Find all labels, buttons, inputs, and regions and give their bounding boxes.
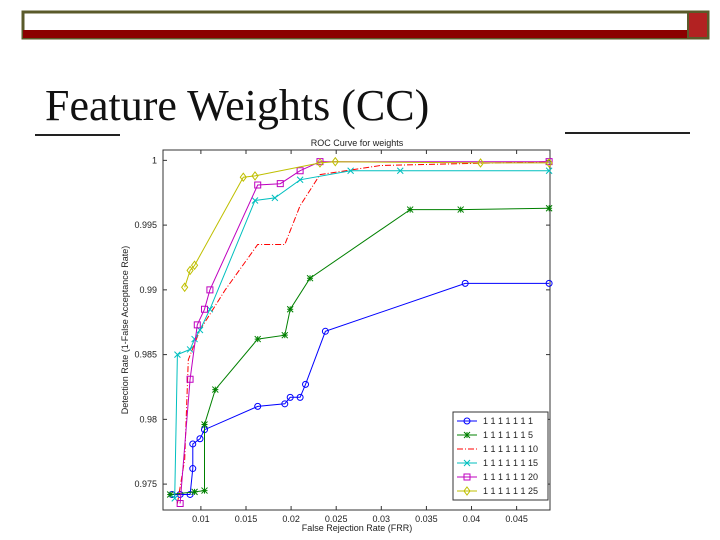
x-tick-label: 0.045 <box>505 514 528 524</box>
data-point <box>545 167 553 175</box>
data-point <box>193 321 201 329</box>
top-bar-square <box>687 11 709 39</box>
data-point <box>201 421 208 428</box>
data-point <box>281 331 289 339</box>
x-tick-label: 0.015 <box>235 514 258 524</box>
data-point <box>239 172 247 183</box>
data-point <box>296 393 304 401</box>
data-point <box>176 491 184 498</box>
data-point <box>201 487 208 494</box>
x-tick-label: 0.03 <box>373 514 391 524</box>
data-point <box>347 167 354 175</box>
legend-marker <box>463 417 471 425</box>
legend-label: 1 1 1 1 1 1 1 <box>483 416 533 426</box>
series-line <box>176 161 550 504</box>
data-point <box>181 282 189 293</box>
x-tick-label: 0.02 <box>282 514 300 524</box>
series-line <box>172 282 550 495</box>
data-point <box>545 279 553 287</box>
data-point <box>174 351 181 358</box>
chart-title: ROC Curve for weights <box>311 138 404 148</box>
data-point <box>189 465 197 472</box>
data-point <box>545 204 553 212</box>
data-point <box>271 194 279 202</box>
data-point <box>251 197 259 204</box>
legend-marker <box>463 486 471 496</box>
data-point <box>306 274 314 282</box>
data-point <box>281 400 289 408</box>
data-point <box>166 491 174 498</box>
data-point <box>176 500 184 508</box>
data-point <box>286 305 294 313</box>
data-point <box>406 206 414 213</box>
y-tick-label: 0.995 <box>134 220 157 230</box>
data-point <box>457 206 465 213</box>
series-line <box>174 170 550 499</box>
top-bar-stripe <box>23 30 708 38</box>
data-point <box>254 402 262 410</box>
data-point <box>276 180 284 188</box>
legend-label: 1 1 1 1 1 1 15 <box>483 458 538 468</box>
y-tick-label: 0.98 <box>139 414 157 424</box>
data-point <box>461 279 469 287</box>
data-point <box>321 327 329 335</box>
y-tick-label: 0.975 <box>134 479 157 489</box>
legend-label: 1 1 1 1 1 1 5 <box>483 430 533 440</box>
data-point <box>186 265 194 276</box>
data-point <box>316 158 324 168</box>
y-axis-label: Detection Rate (1-False Acceptance Rate) <box>120 246 130 415</box>
data-point <box>296 167 304 175</box>
x-axis-label: False Rejection Rate (FRR) <box>302 523 413 533</box>
x-tick-label: 0.04 <box>463 514 481 524</box>
data-point <box>206 286 214 294</box>
legend-label: 1 1 1 1 1 1 10 <box>483 444 538 454</box>
legend-marker <box>463 473 471 481</box>
data-point <box>251 171 259 181</box>
data-point <box>186 346 194 353</box>
data-point <box>396 167 404 175</box>
legend-marker <box>463 431 471 439</box>
data-point <box>476 158 485 168</box>
data-point <box>302 380 310 388</box>
data-point <box>191 488 198 496</box>
data-point <box>254 181 262 189</box>
data-point <box>200 426 208 434</box>
legend-label: 1 1 1 1 1 1 25 <box>483 486 538 496</box>
legend-label: 1 1 1 1 1 1 20 <box>483 472 538 482</box>
data-point <box>211 386 219 393</box>
x-tick-label: 0.025 <box>325 514 348 524</box>
data-point <box>200 305 208 313</box>
slide-title: Feature Weights (CC) <box>45 81 429 130</box>
y-tick-label: 1 <box>152 155 157 165</box>
data-point <box>196 435 204 443</box>
x-tick-label: 0.035 <box>415 514 438 524</box>
data-point <box>286 393 294 401</box>
data-point <box>186 375 194 383</box>
y-tick-label: 0.985 <box>134 350 157 360</box>
data-point <box>190 260 199 271</box>
data-point <box>545 158 553 168</box>
legend-box <box>452 411 549 501</box>
data-point <box>254 335 262 343</box>
data-point <box>191 335 198 343</box>
data-point <box>331 156 339 167</box>
data-point <box>189 440 197 448</box>
data-point <box>296 176 304 184</box>
legend-marker <box>463 459 471 467</box>
y-tick-label: 0.99 <box>139 285 157 295</box>
series-line <box>179 161 550 504</box>
x-tick-label: 0.01 <box>192 514 210 524</box>
